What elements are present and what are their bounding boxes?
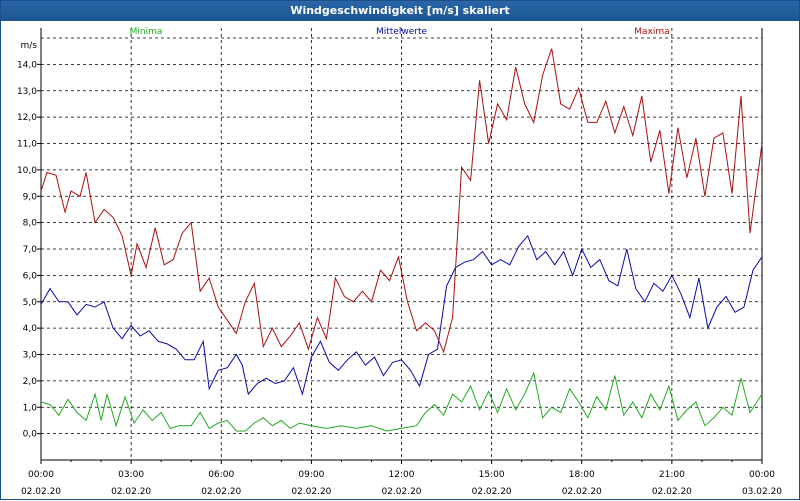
y-tick-label: 13,0 (17, 87, 37, 97)
y-tick-label: 1,0 (23, 403, 38, 413)
window-title: Windgeschwindigkeit [m/s] skaliert (1, 1, 799, 21)
series-line-maxima (40, 48, 763, 354)
series-line-mittelwerte (40, 234, 763, 396)
y-tick-label: 14,0 (17, 60, 37, 70)
x-tick-time: 21:00 (659, 470, 685, 480)
x-tick-date: 02.02.20 (381, 487, 421, 497)
legend-maxima: Maxima (634, 27, 669, 37)
y-axis-label: m/s (21, 41, 38, 51)
x-tick-date: 02.02.20 (21, 487, 61, 497)
y-tick-label: 6,0 (23, 271, 38, 281)
x-tick-time: 00:00 (749, 470, 775, 480)
y-tick-label: 2,0 (23, 377, 38, 387)
x-tick-date: 03.02.20 (742, 487, 782, 497)
x-tick-date: 02.02.20 (652, 487, 692, 497)
legend-minima: Minima (130, 27, 163, 37)
x-tick-date: 02.02.20 (562, 487, 602, 497)
x-tick-time: 09:00 (298, 470, 324, 480)
x-tick-time: 18:00 (569, 470, 595, 480)
y-tick-label: 7,0 (23, 245, 38, 255)
y-tick-label: 12,0 (17, 113, 37, 123)
series-line-minima (40, 371, 763, 432)
x-tick-date: 02.02.20 (201, 487, 241, 497)
x-tick-date: 02.02.20 (111, 487, 151, 497)
y-tick-label: 0,0 (23, 430, 38, 440)
y-tick-label: 5,0 (23, 298, 38, 308)
x-tick-time: 00:00 (28, 470, 54, 480)
y-tick-label: 4,0 (23, 324, 38, 334)
y-tick-label: 10,0 (17, 166, 37, 176)
x-tick-time: 12:00 (389, 470, 415, 480)
x-tick-date: 02.02.20 (291, 487, 331, 497)
legend-mittelwerte: Mittelwerte (376, 27, 427, 37)
x-tick-date: 02.02.20 (472, 487, 512, 497)
y-tick-label: 11,0 (17, 140, 37, 150)
x-tick-time: 15:00 (479, 470, 505, 480)
x-tick-time: 03:00 (118, 470, 144, 480)
y-tick-label: 9,0 (23, 192, 38, 202)
y-tick-label: 8,0 (23, 219, 38, 229)
x-tick-time: 06:00 (208, 470, 234, 480)
y-tick-label: 3,0 (23, 351, 38, 361)
